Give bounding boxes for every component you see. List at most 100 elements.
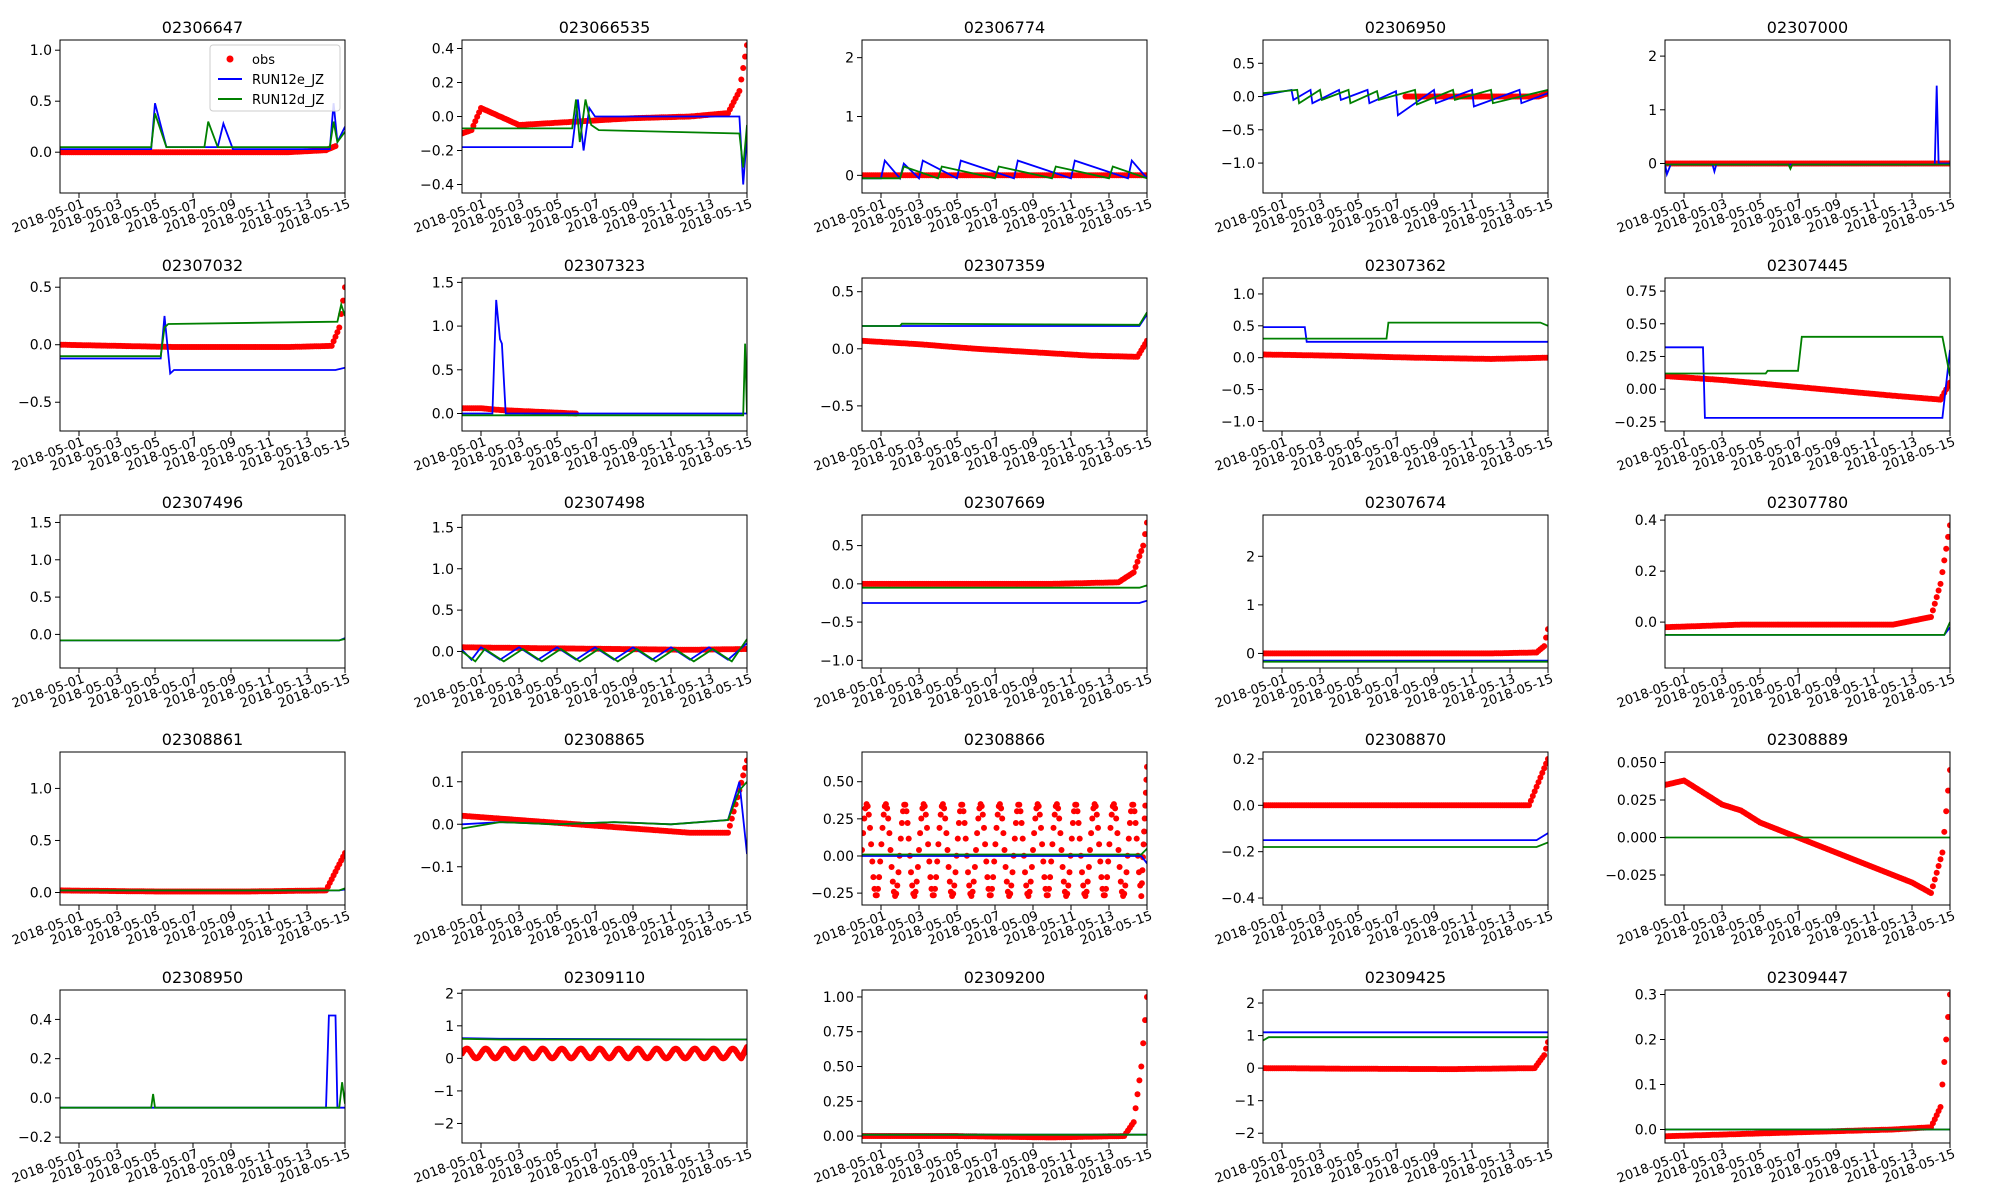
chart-title: 02308866 xyxy=(964,730,1045,749)
y-tick-label: −0.5 xyxy=(1221,123,1255,139)
obs-point xyxy=(1130,569,1137,576)
obs-point xyxy=(1537,774,1544,781)
obs-point xyxy=(1088,830,1095,837)
obs-point xyxy=(1945,787,1950,794)
obs-point xyxy=(1002,864,1009,870)
obs-point xyxy=(1943,808,1950,815)
chart-panel: 023094470.00.10.20.32018-05-012018-05-03… xyxy=(1615,968,1957,1187)
obs-point xyxy=(1136,1077,1143,1084)
obs-point xyxy=(1075,820,1082,826)
series-line-RUN12d_JZ xyxy=(1263,841,1548,848)
legend-label: obs xyxy=(252,53,275,68)
y-tick-label: 0.0 xyxy=(832,342,854,358)
obs-point xyxy=(1000,830,1007,837)
chart-title: 02308870 xyxy=(1365,730,1446,749)
y-tick-label: −0.4 xyxy=(420,178,454,194)
series-line-RUN12e_JZ xyxy=(862,855,1147,864)
y-tick-label: 1 xyxy=(1246,1029,1255,1045)
y-tick-label: 0.5 xyxy=(1233,319,1255,335)
obs-point xyxy=(1933,869,1940,876)
obs-point xyxy=(982,841,989,848)
obs-point xyxy=(742,53,747,60)
obs-point xyxy=(991,858,998,865)
y-tick-label: 1.0 xyxy=(30,43,52,59)
obs-point xyxy=(1142,802,1147,809)
obs-point xyxy=(740,772,747,779)
y-tick-label: 0 xyxy=(1246,646,1255,662)
y-tick-label: 0.5 xyxy=(832,285,854,301)
chart-panel: 023076740122018-05-012018-05-032018-05-0… xyxy=(1213,493,1555,712)
obs-point xyxy=(1101,892,1108,899)
y-tick-label: 0 xyxy=(1648,156,1657,172)
obs-point xyxy=(1121,890,1128,897)
y-tick-label: 2 xyxy=(1246,549,1255,565)
y-tick-label: 0.25 xyxy=(1626,349,1657,365)
series-line-RUN12e_JZ xyxy=(862,314,1147,327)
obs-point xyxy=(1133,835,1140,842)
obs-point xyxy=(1134,558,1141,565)
obs-point xyxy=(927,874,934,881)
obs-point xyxy=(336,324,343,331)
chart-title: 02306950 xyxy=(1365,18,1446,37)
axes-frame xyxy=(1262,751,1549,906)
y-tick-label: 1 xyxy=(1246,598,1255,614)
plot-area xyxy=(862,519,1147,604)
obs-point xyxy=(902,801,909,808)
y-tick-label: 0.0 xyxy=(1233,798,1255,814)
obs-point xyxy=(1112,805,1119,812)
chart-panel: 02308866−0.250.000.250.502018-05-012018-… xyxy=(811,730,1154,949)
obs-point xyxy=(917,830,924,837)
chart-panel: 02308950−0.20.00.20.42018-05-012018-05-0… xyxy=(10,968,352,1187)
axes-frame xyxy=(861,277,1148,432)
obs-point xyxy=(1529,793,1536,799)
obs-point xyxy=(1108,811,1115,818)
chart-panel: 02309425−2−10122018-05-012018-05-032018-… xyxy=(1213,968,1555,1187)
obs-point xyxy=(1009,869,1016,876)
chart-panel: 023077800.00.20.42018-05-012018-05-03201… xyxy=(1615,493,1957,712)
y-tick-label: 1.0 xyxy=(432,319,454,335)
obs-point xyxy=(951,882,958,889)
y-tick-label: 1.00 xyxy=(823,990,854,1006)
chart-panel: 02308889−0.0250.0000.0250.0502018-05-012… xyxy=(1605,730,1957,949)
chart-panel: 02307359−0.50.00.52018-05-012018-05-0320… xyxy=(812,256,1154,475)
chart-title: 02307323 xyxy=(564,256,645,275)
obs-point xyxy=(1095,824,1101,831)
series-line-RUN12d_JZ xyxy=(1263,1036,1548,1042)
y-tick-label: 2 xyxy=(1648,49,1657,65)
series-line-RUN12e_JZ xyxy=(1665,346,1950,419)
axes-frame xyxy=(1664,277,1951,432)
obs-point xyxy=(1050,824,1057,831)
obs-point xyxy=(914,864,921,870)
chart-panel: 02307669−1.0−0.50.00.52018-05-012018-05-… xyxy=(812,493,1154,712)
obs-point xyxy=(1039,841,1046,848)
y-tick-label: 0.0 xyxy=(832,577,854,593)
chart-panel: 023092000.000.250.500.751.002018-05-0120… xyxy=(812,968,1154,1187)
obs-point xyxy=(1008,882,1015,889)
obs-point xyxy=(1103,885,1109,892)
obs-point xyxy=(332,333,339,340)
obs-point xyxy=(944,847,951,853)
axes-frame xyxy=(59,39,346,194)
obs-point xyxy=(1030,847,1036,853)
obs-point xyxy=(1059,864,1066,870)
obs-point xyxy=(959,801,966,808)
plot-area xyxy=(60,102,345,156)
obs-point xyxy=(1928,890,1934,896)
obs-point xyxy=(1036,811,1043,818)
chart-title: 02308889 xyxy=(1767,730,1848,749)
y-tick-label: 2 xyxy=(445,986,454,1002)
y-tick-label: 0.025 xyxy=(1617,793,1657,809)
obs-point xyxy=(870,874,877,881)
obs-point xyxy=(1929,883,1936,890)
y-tick-label: 0.0 xyxy=(30,338,52,354)
obs-point xyxy=(1069,820,1076,826)
axes-frame xyxy=(1664,989,1951,1144)
obs-point xyxy=(943,830,950,837)
obs-point xyxy=(1007,890,1014,897)
y-tick-label: −0.5 xyxy=(820,399,854,415)
obs-point xyxy=(1028,864,1035,870)
plot-area xyxy=(60,1014,345,1109)
y-tick-label: 0.5 xyxy=(30,590,52,606)
obs-point xyxy=(1104,874,1111,881)
